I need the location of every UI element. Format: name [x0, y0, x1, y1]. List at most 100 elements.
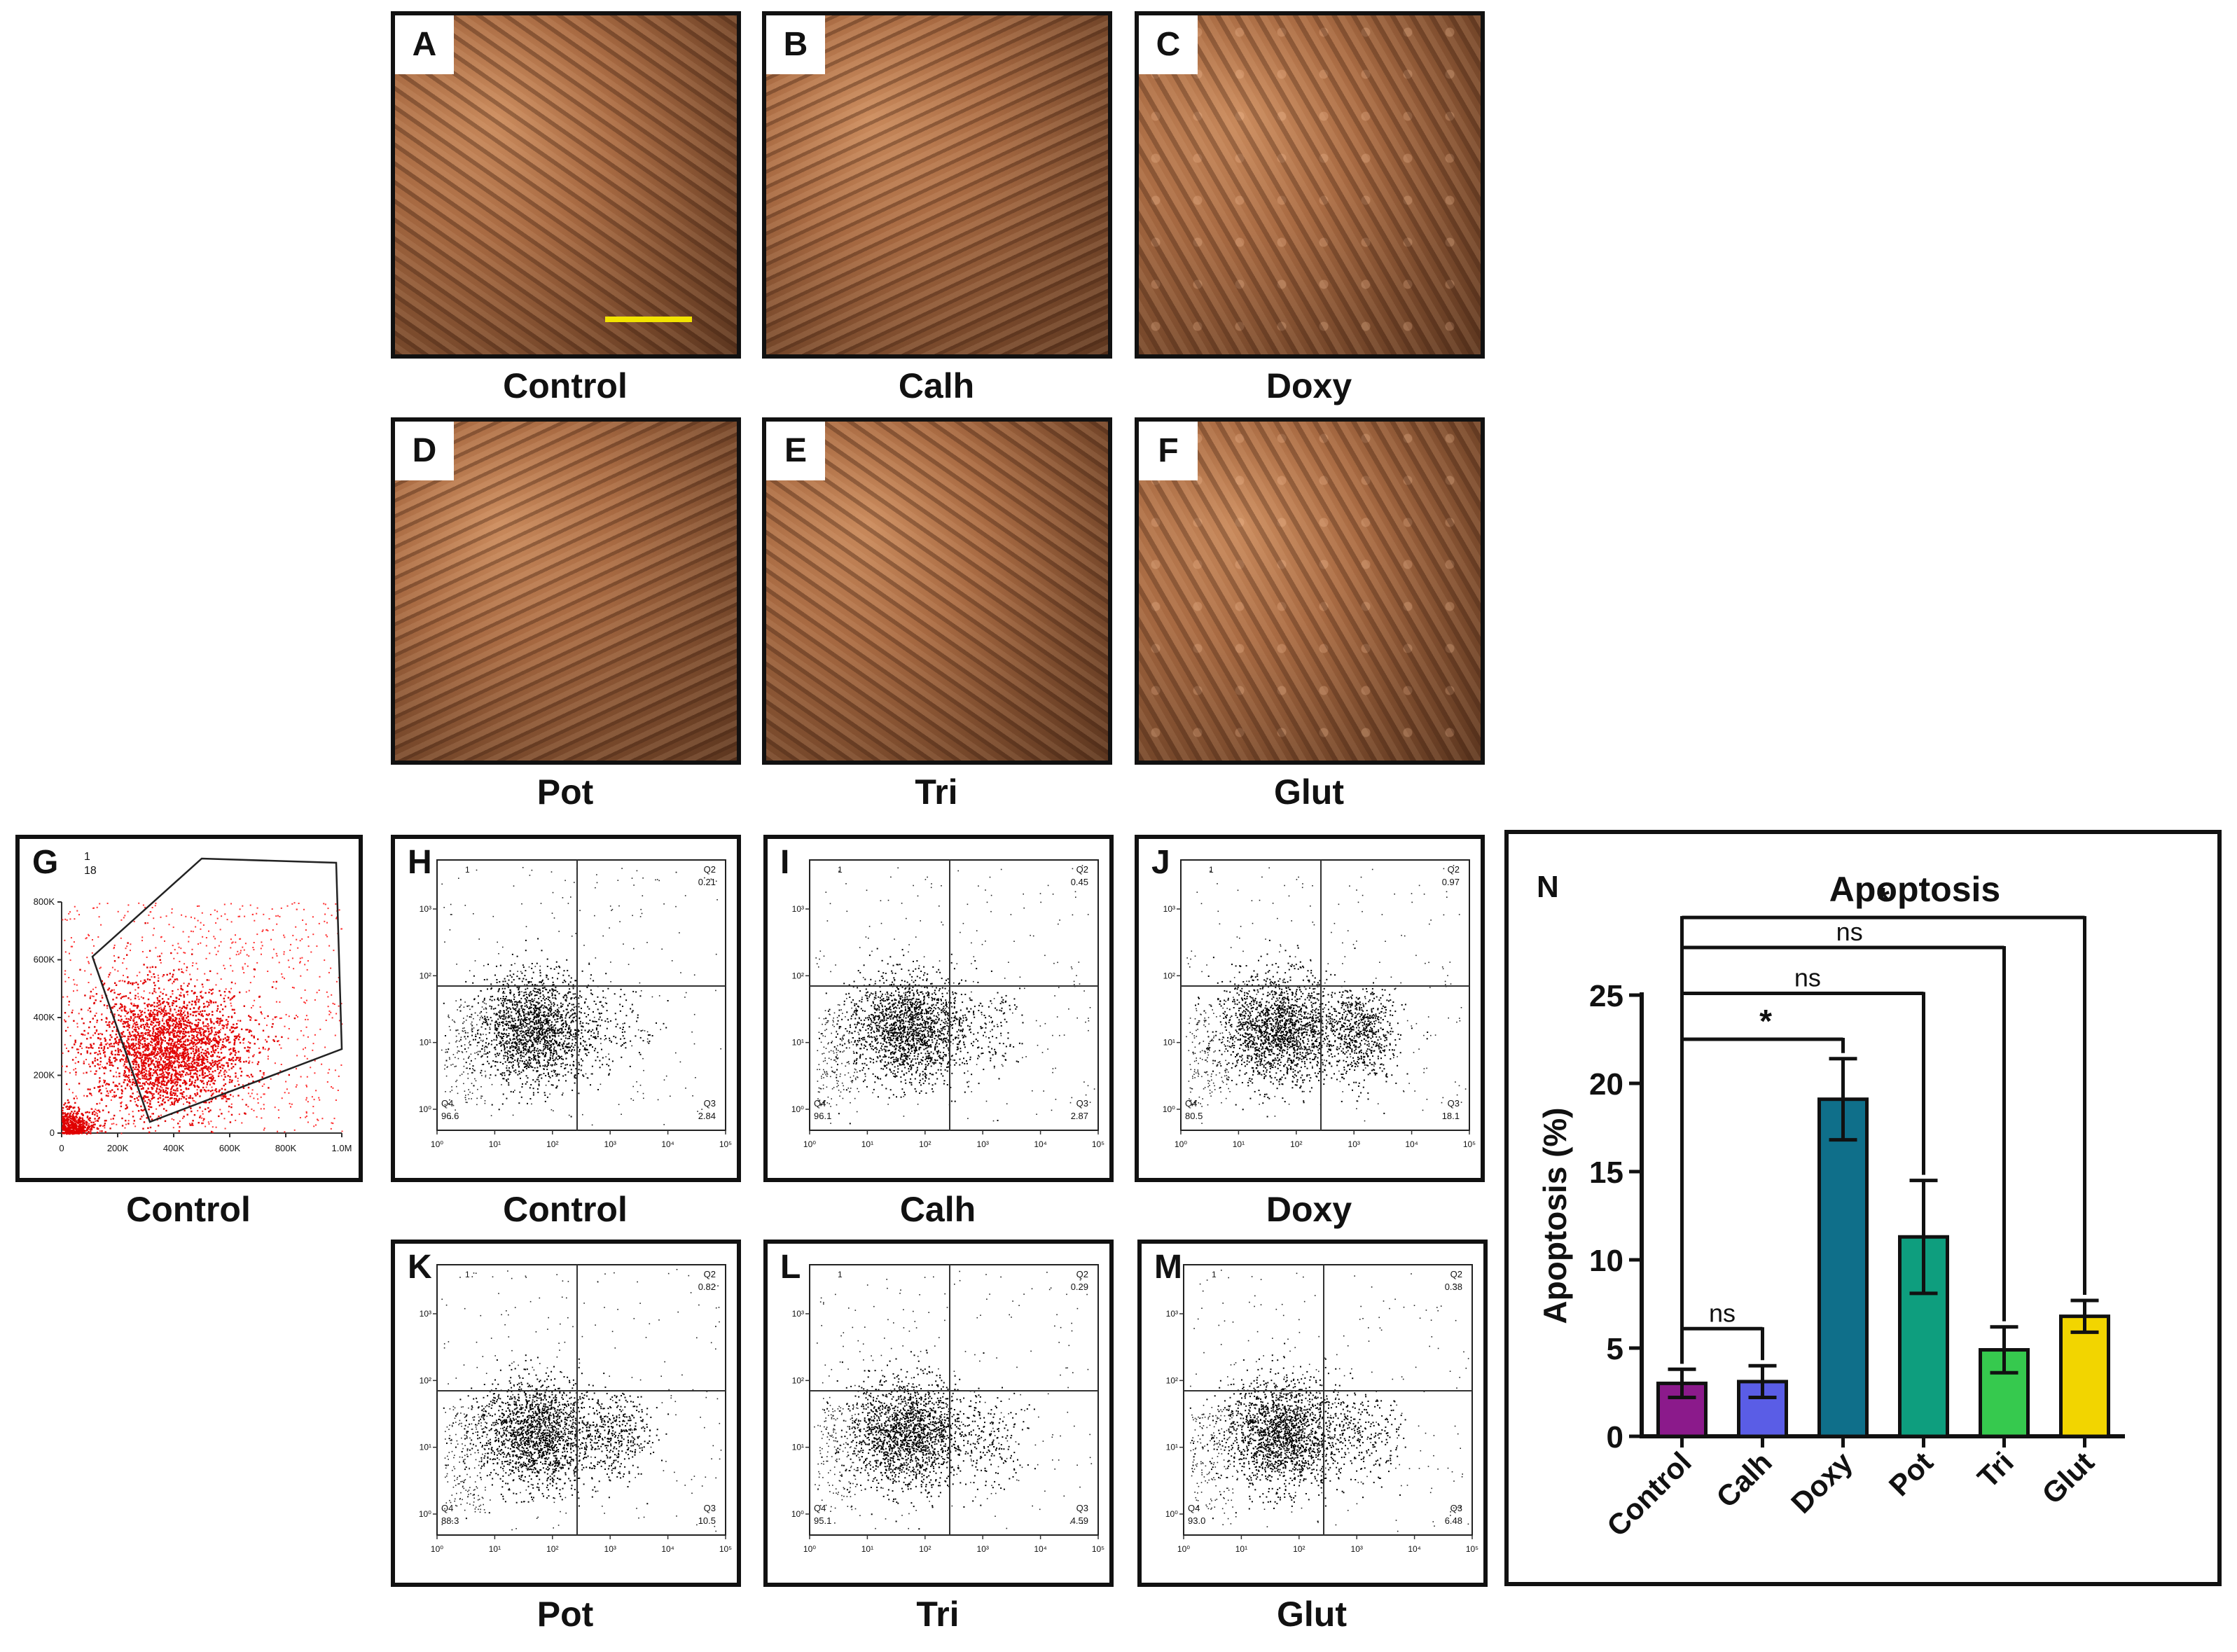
event-dot: [498, 1015, 500, 1017]
event-dot: [86, 957, 88, 959]
event-dot: [550, 968, 552, 970]
event-dot: [589, 1045, 590, 1046]
event-dot: [114, 1041, 117, 1044]
event-dot: [189, 1095, 191, 1097]
event-dot: [143, 1121, 146, 1123]
event-dot: [530, 981, 532, 983]
event-dot: [190, 1065, 191, 1067]
event-dot: [113, 960, 116, 962]
event-dot: [570, 977, 572, 979]
event-dot: [209, 1077, 212, 1079]
event-dot: [229, 992, 231, 994]
event-dot: [137, 992, 139, 994]
event-dot: [261, 1085, 263, 1087]
event-dot: [190, 1083, 193, 1086]
event-dot: [224, 1006, 227, 1008]
event-dot: [191, 1040, 193, 1043]
event-dot: [212, 1126, 214, 1128]
event-dot: [214, 1069, 216, 1072]
event-dot: [111, 1053, 113, 1055]
event-dot: [334, 1069, 336, 1071]
event-dot: [188, 1084, 191, 1086]
event-dot: [496, 965, 497, 967]
event-dot: [511, 1001, 513, 1003]
event-dot: [180, 1025, 182, 1027]
event-dot: [139, 1057, 141, 1060]
event-dot: [134, 1054, 137, 1056]
event-dot: [214, 1062, 216, 1064]
event-dot: [175, 1000, 177, 1002]
event-dot: [62, 1122, 64, 1124]
event-dot: [229, 999, 231, 1001]
event-dot: [230, 981, 233, 984]
event-dot: [168, 924, 170, 926]
event-dot: [565, 1053, 567, 1055]
event-dot: [206, 1081, 209, 1084]
event-dot: [216, 1090, 218, 1093]
event-dot: [190, 978, 192, 980]
event-dot: [218, 1115, 220, 1118]
event-dot: [186, 1067, 188, 1069]
event-dot: [149, 1034, 151, 1036]
event-dot: [159, 1094, 162, 1097]
event-dot: [153, 917, 155, 919]
event-dot: [127, 1025, 130, 1027]
event-dot: [181, 1052, 183, 1054]
event-dot: [159, 1003, 162, 1005]
event-dot: [166, 1019, 168, 1021]
event-dot: [142, 1068, 145, 1070]
x-tick-label: 800K: [275, 1143, 297, 1153]
event-dot: [103, 1079, 105, 1081]
event-dot: [191, 1097, 194, 1099]
event-dot: [509, 989, 511, 991]
event-dot: [137, 1051, 139, 1053]
event-dot: [516, 1006, 518, 1008]
event-dot: [546, 989, 548, 991]
panel-letter: D: [395, 422, 454, 480]
event-dot: [97, 1127, 99, 1130]
event-dot: [74, 1110, 76, 1113]
event-dot: [217, 1042, 219, 1045]
event-dot: [601, 1004, 603, 1006]
event-dot: [307, 1018, 309, 1020]
event-dot: [117, 1043, 120, 1046]
event-dot: [181, 1095, 183, 1097]
event-dot: [99, 1077, 101, 1079]
event-dot: [66, 1127, 68, 1130]
event-dot: [125, 1108, 127, 1110]
event-dot: [274, 1106, 276, 1109]
event-dot: [261, 931, 263, 932]
event-dot: [76, 1127, 78, 1130]
event-dot: [253, 949, 255, 951]
event-dot: [62, 1115, 64, 1118]
event-dot: [193, 992, 195, 994]
event-dot: [529, 1052, 532, 1054]
event-dot: [534, 1006, 536, 1008]
caption-g: Control: [126, 1190, 251, 1229]
event-dot: [180, 1075, 182, 1077]
event-dot: [77, 1061, 80, 1063]
event-dot: [164, 1084, 166, 1086]
event-dot: [582, 1036, 583, 1038]
event-dot: [88, 1047, 90, 1049]
event-dot: [116, 1076, 118, 1078]
event-dot: [78, 1132, 80, 1134]
event-dot: [91, 1113, 94, 1116]
event-dot: [522, 1069, 524, 1071]
event-dot: [201, 1064, 203, 1066]
event-dot: [230, 1052, 232, 1054]
event-dot: [127, 1052, 130, 1054]
event-dot: [159, 1011, 162, 1013]
event-dot: [153, 1064, 155, 1066]
event-dot: [141, 1018, 144, 1020]
event-dot: [233, 1012, 236, 1014]
event-dot: [148, 1106, 151, 1108]
event-dot: [331, 994, 333, 996]
event-dot: [513, 1055, 515, 1057]
event-dot: [181, 1092, 183, 1095]
event-dot: [212, 1071, 214, 1073]
event-dot: [162, 1108, 165, 1110]
event-dot: [134, 1051, 136, 1053]
event-dot: [173, 969, 175, 971]
x-tick-label: 10²: [546, 1139, 558, 1149]
